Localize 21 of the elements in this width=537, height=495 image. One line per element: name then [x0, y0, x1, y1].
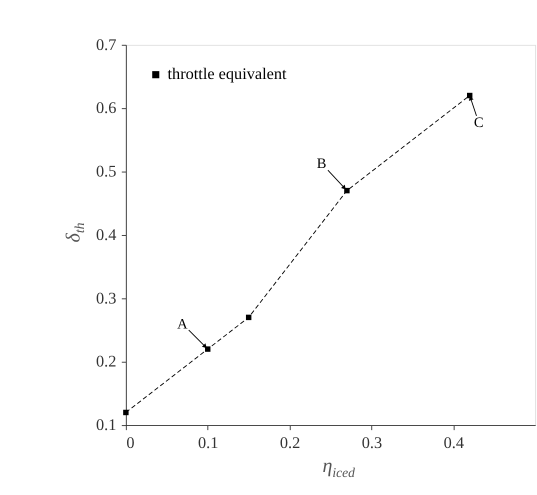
x-tick-label: 0.2	[280, 433, 300, 452]
x-tick-label: 0.3	[362, 433, 382, 452]
x-tick-label: 0.1	[198, 433, 218, 452]
point	[246, 314, 252, 320]
y-tick-label: 0.5	[96, 162, 116, 181]
y-tick-label: 0.1	[96, 415, 116, 434]
point	[205, 346, 210, 352]
y-tick-label: 0.4	[96, 224, 116, 244]
y-tick-label: 0.2	[96, 352, 116, 371]
y-tick-label: 0.6	[96, 98, 116, 118]
annotation: B	[316, 156, 326, 172]
x-tick-label: 0	[126, 433, 134, 452]
annotation: C	[474, 115, 484, 132]
y-tick-label: 0.3	[96, 288, 116, 308]
y-tick-label: 0.7	[96, 34, 116, 54]
y-axis-title: δth	[62, 222, 88, 242]
x-tick-label: 0.4	[444, 433, 464, 452]
point	[123, 410, 129, 416]
point	[344, 188, 350, 194]
annotation: A	[177, 316, 188, 332]
legend-label: throttle equivalent	[168, 64, 288, 84]
